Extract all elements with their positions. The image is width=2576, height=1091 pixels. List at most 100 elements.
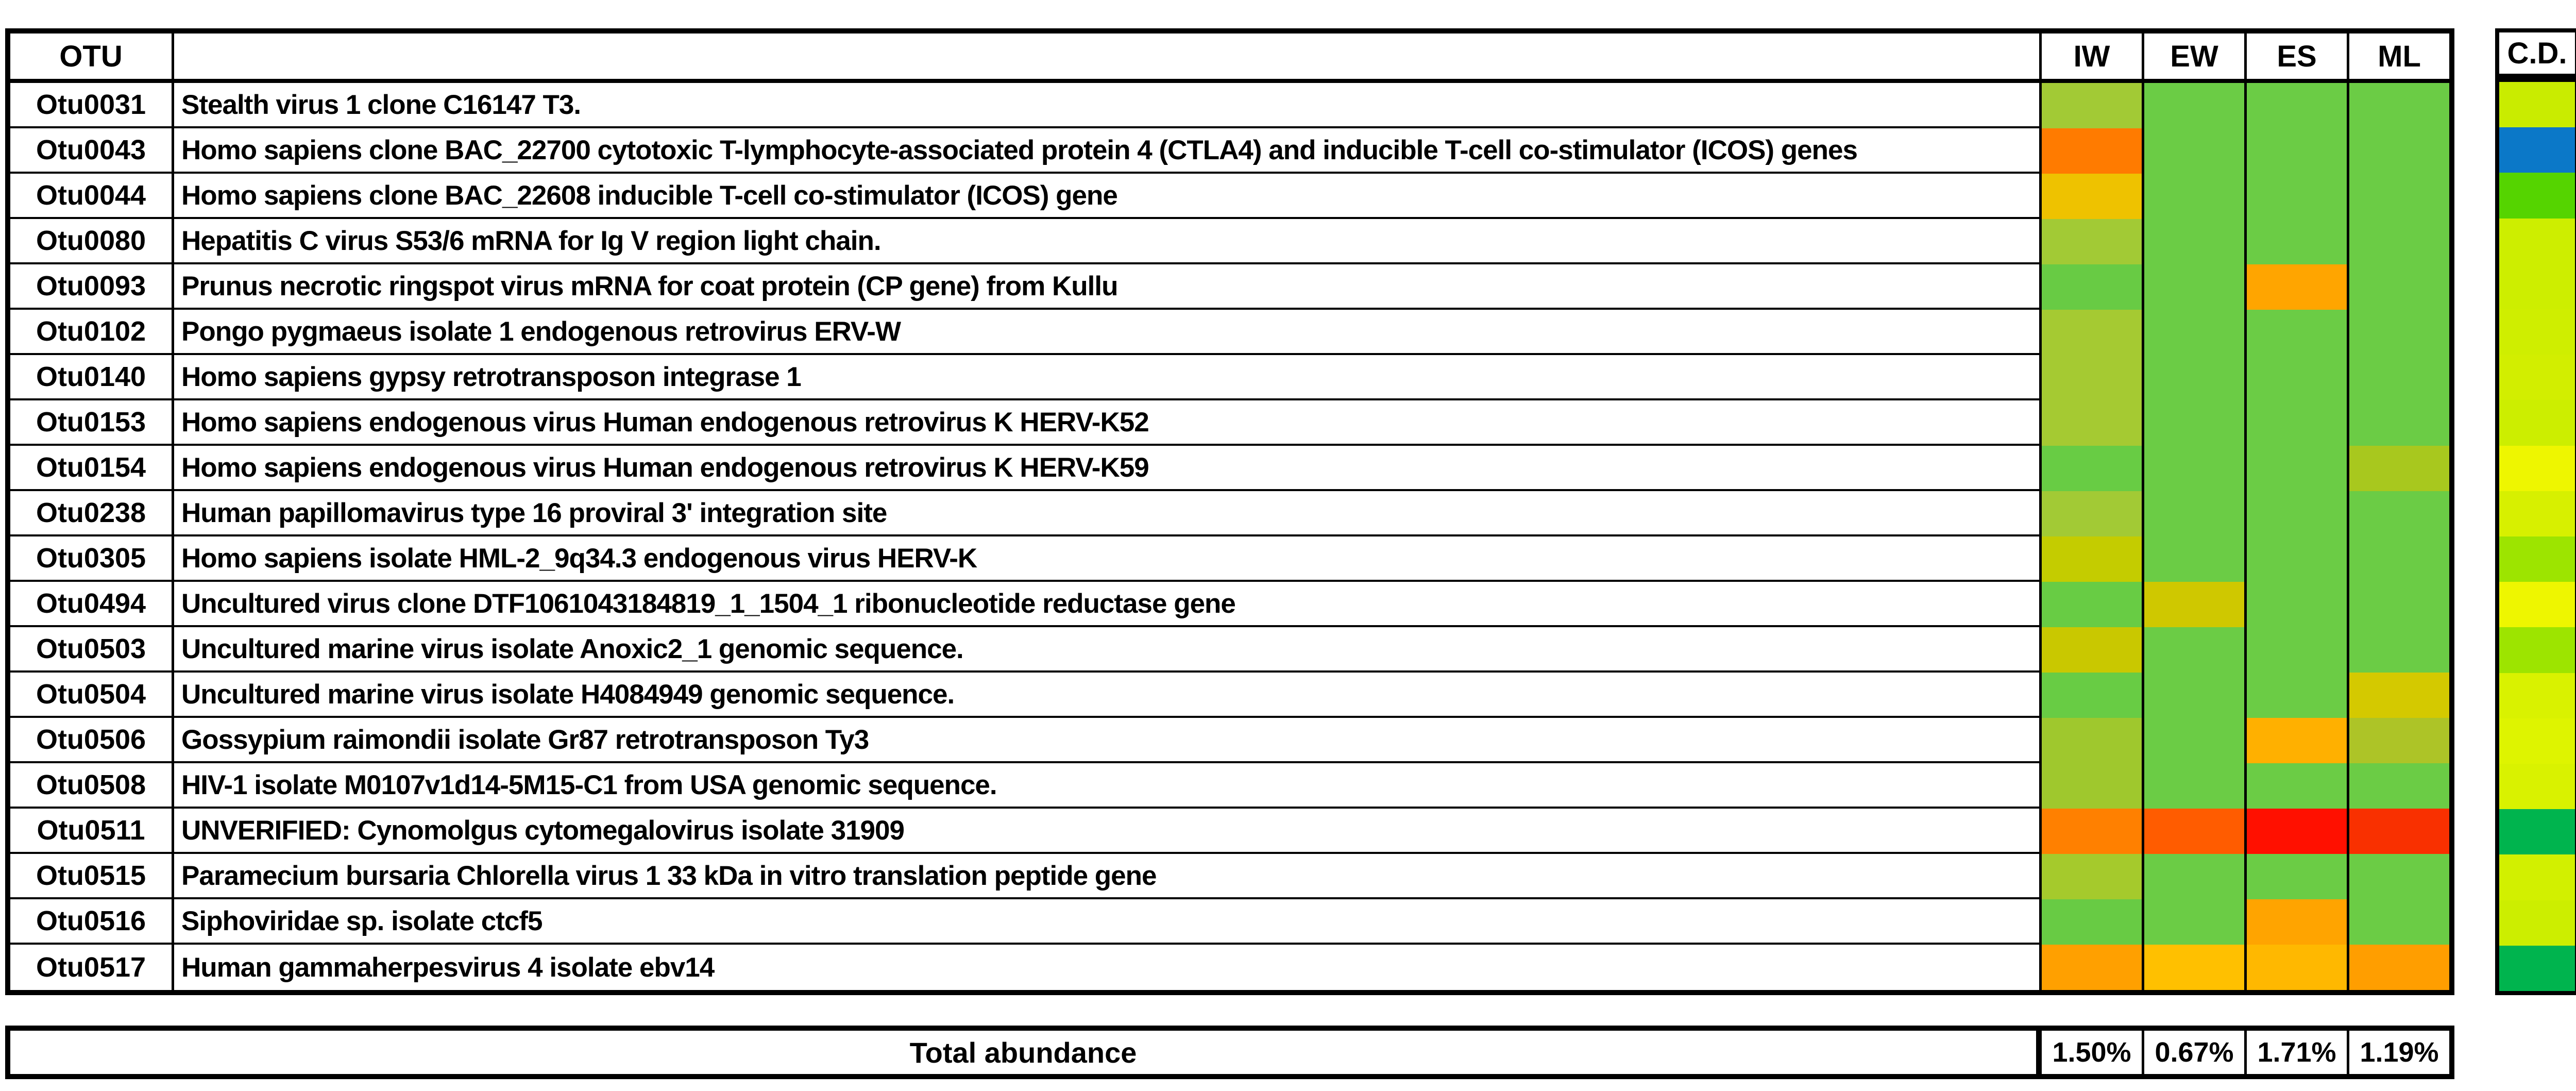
total-abundance-label: Total abundance <box>10 1031 2039 1074</box>
heat-cell-ew <box>2142 264 2244 310</box>
heat-cell-ml <box>2347 582 2449 627</box>
total-value-es: 1.71% <box>2244 1031 2347 1074</box>
heat-cell-ml <box>2347 446 2449 491</box>
heat-cell-ml <box>2347 219 2449 264</box>
otu-id: Otu0516 <box>10 899 174 945</box>
otu-id: Otu0154 <box>10 446 174 491</box>
heat-cell-iw <box>2039 763 2142 809</box>
otu-id: Otu0043 <box>10 128 174 174</box>
heat-cell-es <box>2244 83 2347 128</box>
heat-cell-es <box>2244 174 2347 219</box>
sample-header-iw: IW <box>2039 33 2142 79</box>
heat-cell-iw <box>2039 627 2142 673</box>
heat-cell-ew <box>2142 809 2244 854</box>
otu-column-header: OTU <box>10 33 174 79</box>
otu-description: Homo sapiens gypsy retrotransposon integ… <box>174 355 2039 400</box>
table-row: Otu0238 Human papillomavirus type 16 pro… <box>10 491 2449 536</box>
otu-description: Uncultured virus clone DTF1061043184819_… <box>174 582 2039 627</box>
table-row: Otu0043 Homo sapiens clone BAC_22700 cyt… <box>10 128 2449 174</box>
heat-cell-es <box>2244 582 2347 627</box>
table-row: Otu0506 Gossypium raimondii isolate Gr87… <box>10 718 2449 763</box>
table-row: Otu0517 Human gammaherpesvirus 4 isolate… <box>10 945 2449 990</box>
heat-cell-ml <box>2347 809 2449 854</box>
total-value-ew: 0.67% <box>2142 1031 2244 1074</box>
heat-cell-ml <box>2347 174 2449 219</box>
otu-description: Human papillomavirus type 16 proviral 3'… <box>174 491 2039 536</box>
cd-cell <box>2499 173 2575 219</box>
cd-cell <box>2499 263 2575 310</box>
sample-header-ew: EW <box>2142 33 2244 79</box>
cd-cell <box>2499 673 2575 718</box>
otu-id: Otu0153 <box>10 400 174 446</box>
heat-cell-ew <box>2142 174 2244 219</box>
heat-cell-ml <box>2347 491 2449 536</box>
heat-cell-es <box>2244 400 2347 446</box>
cd-cell <box>2499 718 2575 764</box>
heat-cell-ml <box>2347 355 2449 400</box>
otu-id: Otu0508 <box>10 763 174 809</box>
heat-cell-ml <box>2347 763 2449 809</box>
heat-cell-es <box>2244 718 2347 763</box>
otu-id: Otu0080 <box>10 219 174 264</box>
otu-id: Otu0506 <box>10 718 174 763</box>
heat-cell-iw <box>2039 491 2142 536</box>
otu-description: UNVERIFIED: Cynomolgus cytomegalovirus i… <box>174 809 2039 854</box>
otu-id: Otu0515 <box>10 854 174 899</box>
otu-description: Pongo pygmaeus isolate 1 endogenous retr… <box>174 310 2039 355</box>
heat-cell-ew <box>2142 899 2244 945</box>
otu-id: Otu0140 <box>10 355 174 400</box>
heat-cell-ml <box>2347 718 2449 763</box>
otu-description: HIV-1 isolate M0107v1d14-5M15-C1 from US… <box>174 763 2039 809</box>
sample-header-es: ES <box>2244 33 2347 79</box>
cd-column-header: C.D. <box>2495 28 2576 78</box>
total-value-iw: 1.50% <box>2039 1031 2142 1074</box>
otu-id: Otu0093 <box>10 264 174 310</box>
heat-cell-ew <box>2142 128 2244 174</box>
sample-header-ml: ML <box>2347 33 2449 79</box>
heat-cell-es <box>2244 899 2347 945</box>
otu-heatmap-table: OTU IW EW ES ML Otu0031 Stealth virus 1 … <box>5 28 2454 995</box>
heat-cell-iw <box>2039 536 2142 582</box>
heat-cell-ml <box>2347 400 2449 446</box>
heat-cell-ml <box>2347 83 2449 128</box>
otu-id: Otu0238 <box>10 491 174 536</box>
heat-cell-iw <box>2039 809 2142 854</box>
cd-cell <box>2499 127 2575 173</box>
heat-cell-es <box>2244 128 2347 174</box>
table-row: Otu0516 Siphoviridae sp. isolate ctcf5 <box>10 899 2449 945</box>
otu-description: Stealth virus 1 clone C16147 T3. <box>174 83 2039 128</box>
table-row: Otu0504 Uncultured marine virus isolate … <box>10 673 2449 718</box>
heat-cell-ew <box>2142 219 2244 264</box>
table-row: Otu0031 Stealth virus 1 clone C16147 T3. <box>10 83 2449 128</box>
table-row: Otu0093 Prunus necrotic ringspot virus m… <box>10 264 2449 310</box>
heat-cell-ew <box>2142 854 2244 899</box>
header-row: OTU IW EW ES ML <box>10 33 2449 83</box>
otu-description: Uncultured marine virus isolate H4084949… <box>174 673 2039 718</box>
table-row: Otu0503 Uncultured marine virus isolate … <box>10 627 2449 673</box>
heat-cell-iw <box>2039 899 2142 945</box>
cd-cell <box>2499 309 2575 355</box>
table-row: Otu0080 Hepatitis C virus S53/6 mRNA for… <box>10 219 2449 264</box>
cd-cell <box>2499 764 2575 810</box>
heat-cell-iw <box>2039 128 2142 174</box>
table-row: Otu0140 Homo sapiens gypsy retrotranspos… <box>10 355 2449 400</box>
otu-description: Hepatitis C virus S53/6 mRNA for Ig V re… <box>174 219 2039 264</box>
otu-description: Homo sapiens endogenous virus Human endo… <box>174 446 2039 491</box>
heat-cell-es <box>2244 809 2347 854</box>
cd-cell <box>2499 445 2575 491</box>
table-row: Otu0153 Homo sapiens endogenous virus Hu… <box>10 400 2449 446</box>
heat-cell-iw <box>2039 718 2142 763</box>
cd-cell <box>2499 218 2575 264</box>
total-abundance-row: Total abundance 1.50% 0.67% 1.71% 1.19% <box>5 1026 2454 1079</box>
cd-cell <box>2499 491 2575 537</box>
table-row: Otu0515 Paramecium bursaria Chlorella vi… <box>10 854 2449 899</box>
otu-id: Otu0305 <box>10 536 174 582</box>
description-column-header <box>174 33 2039 79</box>
heat-cell-es <box>2244 854 2347 899</box>
otu-description: Human gammaherpesvirus 4 isolate ebv14 <box>174 945 2039 990</box>
cd-cell <box>2499 809 2575 855</box>
heat-cell-iw <box>2039 945 2142 990</box>
heat-cell-ew <box>2142 718 2244 763</box>
heat-cell-ew <box>2142 310 2244 355</box>
heat-cell-ml <box>2347 854 2449 899</box>
